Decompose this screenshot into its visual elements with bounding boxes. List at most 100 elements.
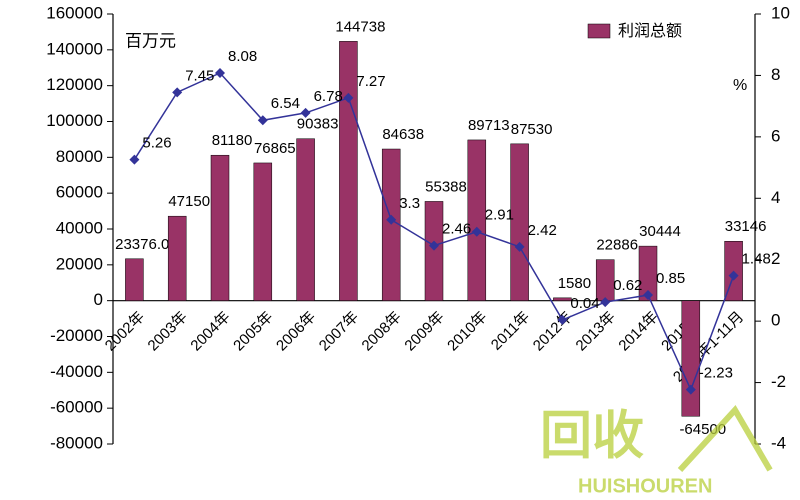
line-value-label: 0.85 (656, 270, 685, 287)
bar (467, 139, 487, 301)
line-value-label: 0.62 (613, 277, 642, 294)
bar (296, 138, 315, 301)
watermark: 回收 HUISHOUREN (540, 404, 773, 497)
line-marker (300, 107, 311, 118)
line-value-label: 2.46 (442, 221, 471, 238)
line-marker (386, 214, 397, 225)
y-tick-label: 80000 (56, 147, 103, 166)
watermark-logo: 回收 (540, 408, 644, 466)
y2-tick-label: 10 (771, 3, 790, 22)
bar-value-label: 87530 (511, 121, 553, 138)
bar (381, 148, 401, 301)
bar (681, 300, 701, 417)
line-value-label: 5.26 (142, 135, 171, 152)
line-value-label: 7.27 (356, 73, 385, 90)
y2-tick-label: 0 (771, 311, 780, 330)
bar (339, 41, 358, 301)
bar-value-label: 144738 (335, 18, 385, 35)
line-marker (514, 241, 525, 252)
y-tick-label: 60000 (56, 183, 103, 202)
line-marker (471, 226, 482, 237)
watermark-icon (677, 404, 773, 473)
y2-tick-label: 4 (771, 188, 780, 207)
line-marker (257, 115, 268, 126)
legend-swatch (587, 23, 611, 39)
line-marker (429, 240, 439, 251)
line-value-label: 8.08 (228, 48, 257, 65)
line-value-label: 2.91 (485, 207, 514, 224)
line-marker (728, 270, 739, 281)
bar-value-label: 76865 (254, 140, 296, 157)
x-tick-label: 2003年 (145, 308, 191, 354)
bar (167, 215, 187, 301)
y-tick-label: -40000 (50, 362, 103, 381)
y-tick-label: -60000 (50, 398, 103, 417)
legend-label: 利润总额 (618, 22, 682, 40)
bar (424, 201, 444, 301)
bar-value-label: 22886 (596, 237, 638, 254)
x-tick-label: 2006年 (273, 308, 319, 354)
x-tick-label: 2010年 (444, 308, 490, 354)
x-tick-label: 2002年 (102, 308, 148, 354)
bar (210, 154, 230, 301)
y-tick-label: 40000 (56, 218, 103, 237)
y2-tick-label: -2 (771, 372, 786, 391)
x-tick-label: 2004年 (187, 308, 233, 354)
y-tick-label: -80000 (50, 433, 103, 452)
x-tick-label: 2013年 (573, 308, 619, 354)
line-marker (172, 87, 183, 98)
y-tick-label: -20000 (50, 326, 103, 345)
line-marker (600, 297, 611, 308)
line-value-label: 1.48 (742, 251, 771, 268)
x-tick-label: 2005年 (230, 308, 276, 354)
line-marker (557, 314, 568, 325)
x-tick-label: 2008年 (359, 308, 405, 354)
y-tick-label: 160000 (46, 3, 103, 22)
y2-tick-label: 8 (771, 65, 780, 84)
bar-value-label: 81180 (212, 132, 253, 149)
x-tick-label: 2009年 (401, 308, 447, 354)
line-marker (643, 290, 653, 301)
bar-value-label: 84638 (382, 126, 424, 143)
bar (553, 297, 572, 301)
y2-tick-label: 6 (771, 126, 780, 145)
line-value-label: 0.04 (570, 295, 599, 312)
x-tick-label: 2007年 (316, 308, 362, 354)
line-marker (685, 384, 696, 395)
y2-axis-label: % (733, 77, 747, 94)
bar-value-label: 90383 (297, 116, 339, 133)
bar-value-label: 1580 (558, 275, 591, 292)
bar-value-label: 33146 (725, 218, 767, 235)
line-value-label: -2.23 (699, 365, 733, 382)
bar-value-label: 47150 (168, 193, 210, 210)
x-tick-label: 2011年 (488, 308, 533, 353)
line-value-label: 2.42 (528, 222, 557, 239)
line-marker (343, 92, 354, 103)
y-tick-label: 20000 (56, 254, 103, 273)
y-axis-label: 百万元 (125, 31, 176, 50)
bar-value-label: 30444 (639, 223, 681, 240)
bar (510, 143, 529, 301)
bar-value-label: 89713 (468, 117, 510, 134)
line-value-label: 6.78 (314, 88, 343, 105)
watermark-text: HUISHOUREN (578, 475, 712, 497)
line-value-label: 6.54 (271, 95, 300, 112)
line-marker (129, 154, 140, 165)
y-tick-label: 140000 (46, 39, 103, 58)
bar (253, 162, 273, 301)
bar-value-label: 55388 (425, 178, 467, 195)
y2-tick-label: -4 (771, 433, 786, 452)
y-tick-label: 100000 (46, 111, 103, 130)
bar (638, 245, 658, 301)
line-value-label: 7.45 (185, 67, 214, 84)
bar (125, 258, 144, 301)
bar-value-label: 23376.08 (115, 236, 178, 253)
line-value-label: 3.3 (399, 195, 420, 212)
y2-tick-label: 2 (771, 249, 780, 268)
x-tick-label: 2014年 (615, 308, 661, 354)
x-tick-label: 2012年 (530, 308, 576, 354)
line-marker (215, 67, 225, 78)
y-tick-label: 120000 (46, 75, 103, 94)
y-tick-label: 0 (94, 290, 103, 309)
